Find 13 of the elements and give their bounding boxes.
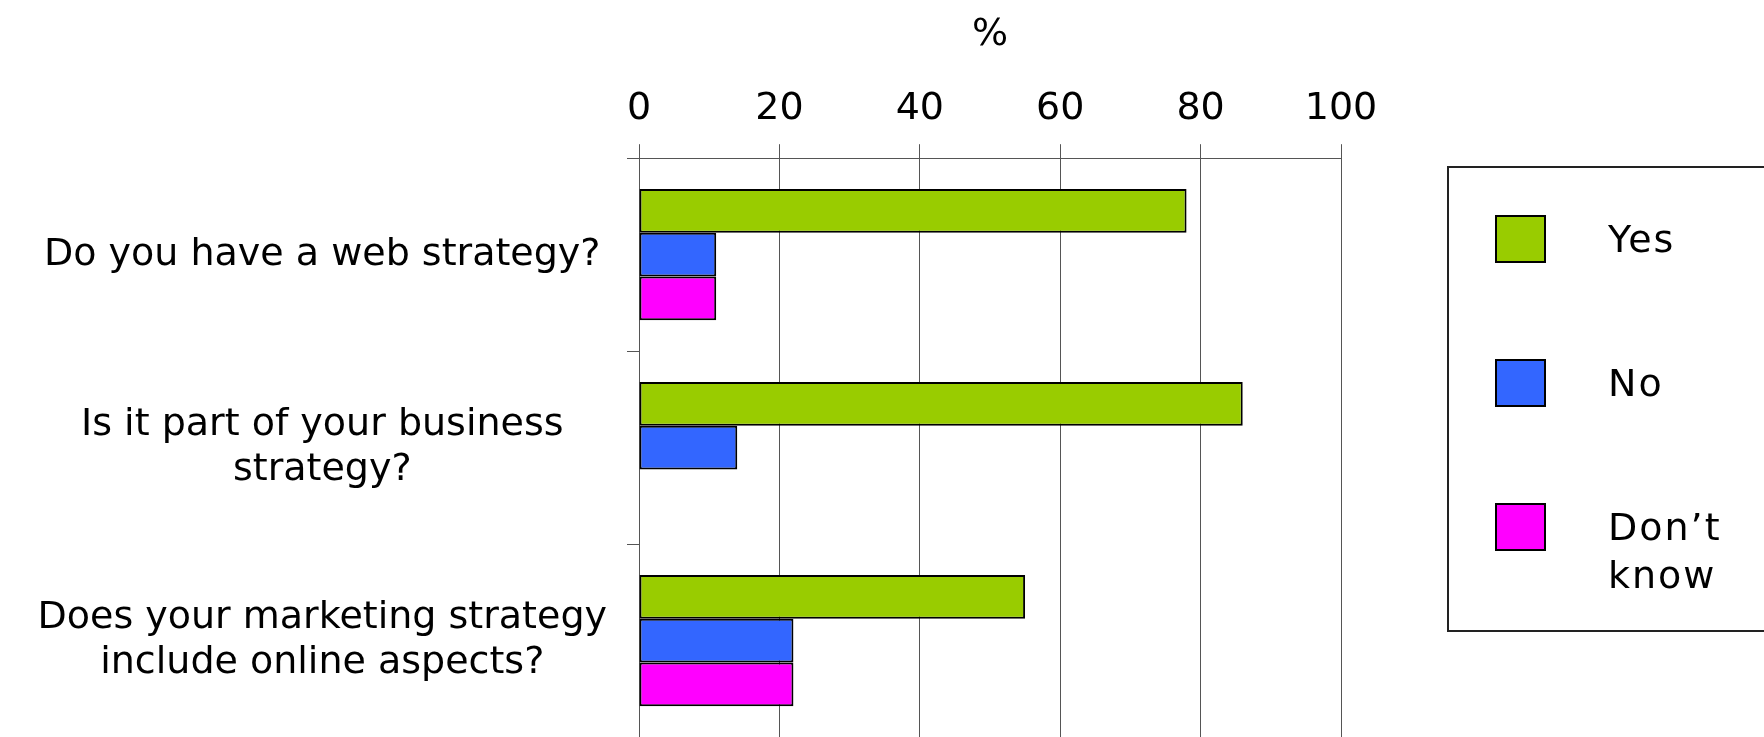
x-axis-title: % — [971, 9, 1009, 54]
y-tick-label: Does your marketing strategy include online aspects? — [37, 592, 607, 683]
x-tick-label: 0 — [626, 84, 652, 129]
legend-label: Yes — [1608, 216, 1677, 263]
x-tick-label: 40 — [895, 84, 944, 129]
x-tick-label: 80 — [1176, 84, 1225, 129]
x-tick-label: 20 — [755, 84, 804, 129]
legend-label: Don’t know — [1608, 504, 1723, 599]
y-tick-label: Do you have a web strategy? — [44, 229, 601, 274]
x-tick-label: 100 — [1304, 84, 1378, 129]
y-tick-label: Is it part of your business strategy? — [81, 399, 564, 490]
x-tick-label: 60 — [1036, 84, 1085, 129]
legend-label: No — [1608, 360, 1665, 407]
